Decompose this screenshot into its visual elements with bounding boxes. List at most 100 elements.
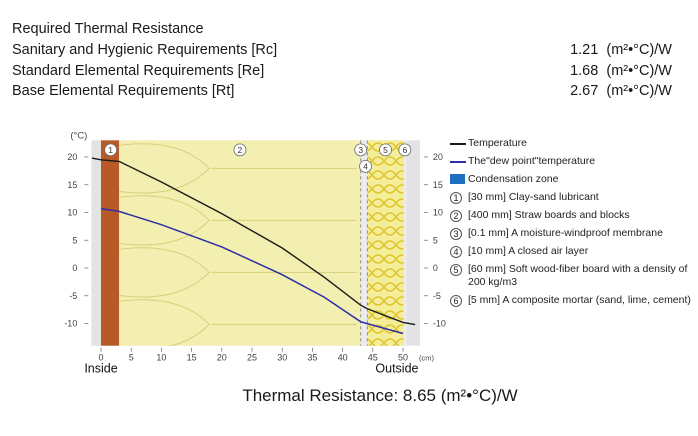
straw-texture [119, 143, 357, 346]
legend-symbol [450, 137, 468, 145]
requirement-row-rt: Base Elemental Requirements [Rt] 2.67 (m… [12, 81, 672, 102]
legend-layer-number: 6 [450, 295, 462, 307]
legend-text: [5 mm] A composite mortar (sand, lime, c… [468, 294, 691, 306]
legend-line-swatch [450, 161, 466, 163]
wall-layer-2 [119, 140, 361, 346]
legend-item: Temperature [450, 137, 698, 150]
legend-text: [10 mm] A closed air layer [468, 245, 589, 257]
x-tick-label: 30 [277, 353, 287, 363]
y-tick-label: -5 [69, 291, 77, 301]
right-tick-label: 0 [433, 263, 438, 273]
legend-text: Temperature [468, 137, 527, 149]
y-tick-label: 15 [67, 180, 77, 190]
legend-layer-number: 2 [450, 210, 462, 222]
requirement-value: 2.67 (m²•°C)/W [570, 83, 672, 99]
y-tick-label: 20 [67, 152, 77, 162]
right-tick-label: 5 [433, 235, 438, 245]
legend-symbol: 5 [450, 263, 468, 276]
legend-text: [0.1 mm] A moisture-windproof membrane [468, 227, 663, 239]
temperature-line [91, 157, 416, 326]
x-tick-label: 45 [368, 353, 378, 363]
legend-item: 2 [400 mm] Straw boards and blocks [450, 209, 698, 222]
layer-marker-label: 1 [108, 145, 113, 155]
legend-layer-number: 3 [450, 228, 462, 240]
legend-text: [60 mm] Soft wood-fiber board with a den… [468, 263, 688, 288]
legend-text: The"dew point"temperature [468, 155, 596, 167]
right-tick-label: 10 [433, 208, 443, 218]
requirement-row-rc: Sanitary and Hygienic Requirements [Rc] … [12, 40, 672, 61]
layer-marker-label: 5 [383, 145, 388, 155]
legend-item: 6 [5 mm] A composite mortar (sand, lime, … [450, 294, 698, 307]
requirement-value: 1.68 (m²•°C)/W [570, 62, 672, 79]
dew-point-line [100, 207, 404, 335]
wall-layer-3 [360, 140, 362, 346]
chart-legend: Temperature The"dew point"temperature Cond… [450, 137, 698, 312]
layer-marker-label: 3 [358, 145, 363, 155]
layer-marker-1 [104, 143, 118, 157]
layer-marker-5 [379, 143, 392, 157]
straw-arc [119, 195, 210, 246]
required-resistance-table: Required Thermal Resistance Sanitary and… [12, 19, 672, 102]
wall-layer-1 [101, 140, 120, 346]
legend-item: 5 [60 mm] Soft wood-fiber board with a de… [450, 263, 698, 289]
wall-layer-4 [361, 140, 368, 346]
outside-label: Outside [375, 362, 418, 376]
right-tick-label: 20 [433, 152, 443, 162]
right-tick-label: 15 [433, 180, 443, 190]
legend-item: 1 [30 mm] Clay-sand lubricant [450, 191, 698, 204]
y-tick-label: -10 [64, 319, 77, 329]
x-tick-label: 35 [307, 353, 317, 363]
requirement-label: Sanitary and Hygienic Requirements [Rc] [12, 42, 278, 58]
legend-layer-number: 1 [450, 192, 462, 204]
y-axis-label: (°C) [70, 130, 87, 141]
legend-layer-number: 4 [450, 246, 462, 258]
right-tick-label: -10 [433, 319, 446, 329]
required-resistance-title: Required Thermal Resistance [12, 21, 204, 37]
right-tick-label: -5 [433, 291, 441, 301]
x-axis-unit: (cm) [419, 354, 434, 363]
legend-text: [400 mm] Straw boards and blocks [468, 209, 630, 221]
x-tick-label: 10 [156, 353, 166, 363]
legend-item: 3 [0.1 mm] A moisture-windproof membrane [450, 227, 698, 240]
x-tick-label: 40 [338, 353, 348, 363]
x-tick-label: 20 [217, 353, 227, 363]
legend-line-swatch [450, 143, 466, 145]
legend-symbol: 3 [450, 227, 468, 240]
legend-symbol [450, 155, 468, 163]
legend-item: The"dew point"temperature [450, 155, 698, 168]
wall-layer-6 [403, 140, 407, 346]
legend-box-swatch [450, 174, 465, 184]
straw-arc [119, 299, 210, 346]
wall-layer-5-texture [367, 140, 404, 346]
y-tick-label: 10 [67, 208, 77, 218]
legend-text: [30 mm] Clay-sand lubricant [468, 191, 599, 203]
legend-symbol: 1 [450, 191, 468, 204]
y-tick-label: 0 [72, 263, 77, 273]
layer-marker-2 [233, 143, 247, 157]
legend-symbol [450, 173, 468, 184]
straw-arc [119, 143, 210, 194]
legend-symbol: 2 [450, 209, 468, 222]
x-tick-label: 50 [398, 353, 408, 363]
layer-marker-3 [354, 143, 368, 157]
x-tick-label: 25 [247, 353, 257, 363]
requirement-row-re: Standard Elemental Requirements [Re] 1.6… [12, 61, 672, 82]
layer-marker-label: 6 [402, 145, 407, 155]
layer-marker-label: 2 [238, 145, 243, 155]
layer-marker-label: 4 [363, 161, 368, 171]
requirement-label: Standard Elemental Requirements [Re] [12, 62, 265, 79]
legend-item: 4 [10 mm] A closed air layer [450, 245, 698, 258]
x-tick-label: 15 [187, 353, 197, 363]
y-tick-label: 5 [72, 235, 77, 245]
layer-marker-6 [398, 143, 412, 157]
straw-arc [119, 247, 210, 298]
legend-item: Condensation zone [450, 173, 698, 186]
layer-marker-4 [359, 159, 372, 173]
x-tick-label: 5 [129, 353, 134, 363]
inside-label: Inside [84, 362, 117, 376]
requirement-label: Base Elemental Requirements [Rt] [12, 83, 235, 99]
requirement-value: 1.21 (m²•°C)/W [570, 42, 672, 58]
x-tick-label: 0 [98, 353, 103, 363]
legend-text: Condensation zone [468, 173, 559, 185]
